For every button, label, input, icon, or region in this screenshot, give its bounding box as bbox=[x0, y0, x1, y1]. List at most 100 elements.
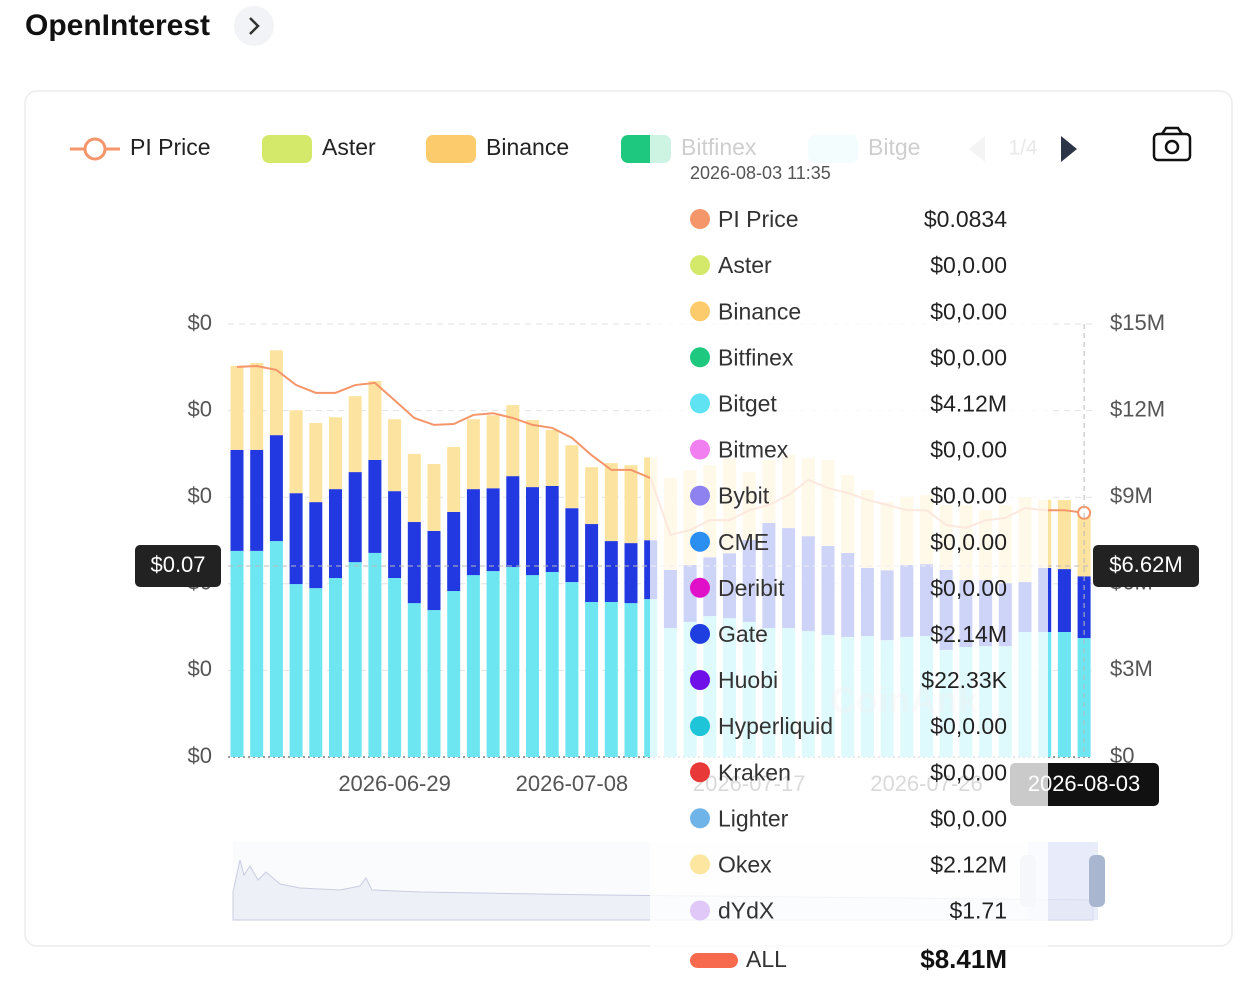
y-tick-label: $15M bbox=[1110, 310, 1165, 335]
legend-label[interactable]: PI Price bbox=[130, 134, 211, 160]
legend-swatch[interactable] bbox=[426, 135, 476, 163]
tooltip-name: Binance bbox=[718, 298, 801, 324]
tooltip-value: $0,0.00 bbox=[930, 805, 1007, 831]
tooltip-dot bbox=[690, 209, 710, 229]
tooltip-name: Gate bbox=[718, 621, 768, 647]
tooltip-dot bbox=[690, 577, 710, 598]
bar-segment bbox=[1057, 569, 1071, 633]
bar-segment bbox=[407, 603, 421, 757]
tooltip-name: Bybit bbox=[718, 483, 770, 509]
tooltip-dot bbox=[690, 531, 710, 552]
bar-segment bbox=[585, 601, 599, 757]
bar-segment bbox=[407, 522, 421, 604]
crosshair-tag bbox=[1093, 545, 1199, 587]
bar-segment bbox=[506, 476, 520, 568]
bar-segment bbox=[269, 541, 283, 757]
bar-segment bbox=[368, 552, 382, 757]
bar-segment bbox=[447, 511, 461, 592]
tooltip-dot bbox=[690, 670, 710, 690]
y-tick-label: $9M bbox=[1110, 483, 1153, 508]
bar-segment bbox=[329, 417, 342, 490]
tooltip-value: $0,0.00 bbox=[930, 437, 1007, 463]
bar-segment bbox=[309, 588, 323, 757]
tooltip-name: Huobi bbox=[718, 667, 778, 693]
bar-segment bbox=[250, 449, 264, 551]
tooltip-dot bbox=[690, 255, 710, 276]
tooltip-name: Okex bbox=[718, 851, 772, 877]
legend-label[interactable]: Aster bbox=[322, 134, 376, 160]
bar-segment bbox=[486, 415, 500, 489]
bar-segment bbox=[1077, 515, 1091, 577]
bar-segment bbox=[466, 575, 480, 757]
tooltip-name: Lighter bbox=[718, 805, 789, 831]
bar-segment bbox=[526, 487, 539, 576]
tooltip-value: $22.33K bbox=[921, 667, 1007, 693]
legend-marker[interactable] bbox=[83, 137, 107, 161]
tooltip-value: $2.12M bbox=[930, 851, 1007, 877]
tooltip-total-value: $8.41M bbox=[920, 944, 1007, 974]
bar-segment bbox=[1057, 500, 1071, 570]
x-tick-label: 2026-07-08 bbox=[516, 771, 629, 796]
bar-segment bbox=[565, 445, 579, 509]
camera-button[interactable] bbox=[1152, 126, 1192, 162]
bar-segment bbox=[526, 575, 539, 757]
legend-next[interactable] bbox=[1061, 136, 1077, 162]
tooltip-name: Hyperliquid bbox=[718, 713, 833, 739]
crosshair-y-label: $6.62M bbox=[1109, 552, 1182, 577]
tooltip-value: $0,0.00 bbox=[930, 759, 1007, 785]
bar-segment bbox=[565, 582, 579, 757]
bar-segment bbox=[624, 603, 638, 757]
y2-tick-label: $0 bbox=[188, 743, 212, 768]
bar-segment bbox=[1057, 632, 1071, 757]
page-title: OpenInterest bbox=[25, 9, 210, 42]
tooltip-value: $0,0.00 bbox=[930, 575, 1007, 601]
bar-segment bbox=[604, 463, 618, 542]
bar-segment bbox=[388, 419, 402, 492]
y-tick-label: $3M bbox=[1110, 656, 1153, 681]
bar-segment bbox=[486, 488, 500, 572]
bar-segment bbox=[526, 420, 539, 488]
legend-swatch[interactable] bbox=[262, 135, 312, 163]
bar-segment bbox=[289, 584, 303, 757]
bar-segment bbox=[545, 485, 559, 572]
bar-segment bbox=[466, 419, 480, 490]
tooltip-dot bbox=[690, 393, 710, 414]
tooltip-name: Bitget bbox=[718, 390, 777, 416]
bar-segment bbox=[348, 472, 362, 563]
tooltip-name: Aster bbox=[718, 252, 772, 278]
tooltip-value: $0,0.00 bbox=[930, 713, 1007, 739]
bar-segment bbox=[407, 453, 421, 523]
tooltip-total-name: ALL bbox=[746, 946, 787, 972]
bar-segment bbox=[368, 459, 382, 553]
bar-segment bbox=[348, 562, 362, 757]
bar-segment bbox=[269, 350, 283, 436]
y-tick-label: $12M bbox=[1110, 396, 1165, 421]
tooltip-name: dYdX bbox=[718, 898, 774, 924]
bar-segment bbox=[624, 465, 638, 544]
bar-segment bbox=[250, 550, 264, 757]
bar-segment bbox=[604, 541, 618, 602]
tooltip-total-swatch bbox=[690, 953, 738, 968]
bar-segment bbox=[368, 380, 382, 460]
expand-button[interactable] bbox=[234, 6, 274, 46]
bar-segment bbox=[427, 610, 441, 757]
tooltip-value: $0,0.00 bbox=[930, 298, 1007, 324]
bar-segment bbox=[230, 550, 244, 757]
legend-label[interactable]: Binance bbox=[486, 134, 569, 160]
tooltip-value: $2.14M bbox=[930, 621, 1007, 647]
bar-segment bbox=[230, 365, 244, 450]
bar-segment bbox=[506, 567, 520, 757]
tooltip-dot bbox=[690, 900, 710, 921]
bar-segment bbox=[604, 601, 618, 757]
tooltip-dot bbox=[690, 301, 710, 322]
bar-segment bbox=[329, 489, 342, 579]
tooltip-dot bbox=[690, 808, 710, 829]
x-tick-label: 2026-06-29 bbox=[338, 771, 451, 796]
tooltip-dot bbox=[690, 854, 710, 875]
bar-segment bbox=[250, 362, 264, 450]
crosshair-y2-label: $0.07 bbox=[150, 552, 205, 577]
bar-segment bbox=[545, 429, 559, 486]
bar-segment bbox=[309, 502, 323, 589]
